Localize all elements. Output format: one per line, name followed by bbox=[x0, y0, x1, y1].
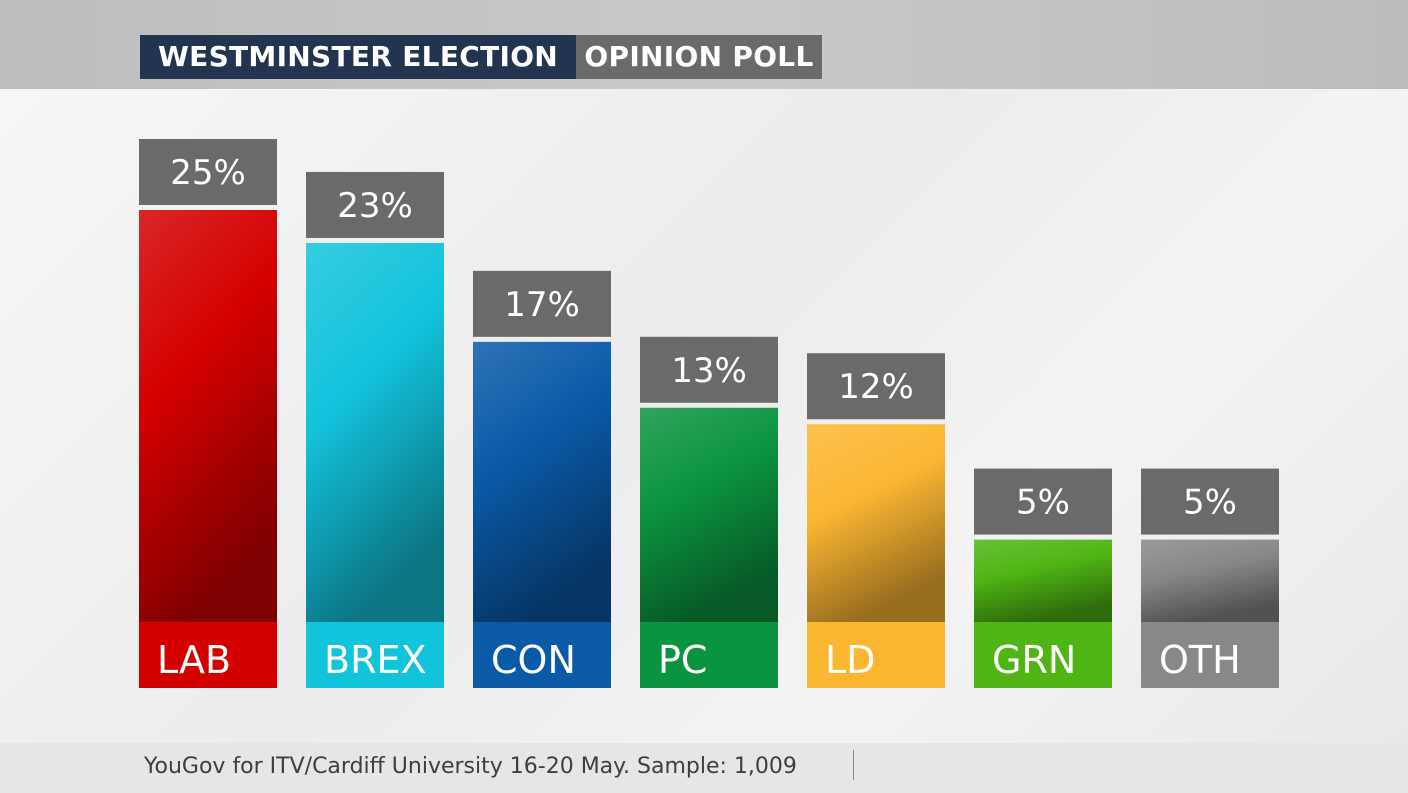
title-opinion-poll: OPINION POLL bbox=[576, 35, 822, 79]
bar-grn-label-block bbox=[974, 622, 1112, 688]
bar-grn bbox=[974, 539, 1112, 622]
value-box-con bbox=[473, 270, 611, 337]
value-box-lab bbox=[139, 139, 277, 205]
bar-pc bbox=[640, 407, 778, 622]
bar-oth-label-block bbox=[1141, 622, 1279, 688]
value-box-ld bbox=[807, 353, 945, 420]
bar-brex-label-block bbox=[306, 622, 444, 688]
bar-lab bbox=[139, 210, 277, 622]
value-box-pc bbox=[640, 336, 778, 403]
bar-ld-label-block bbox=[807, 622, 945, 688]
bar-ld bbox=[807, 424, 945, 622]
bar-con-label-block bbox=[473, 622, 611, 688]
value-box-grn bbox=[974, 468, 1112, 535]
value-label-oth: 5% bbox=[1183, 483, 1237, 523]
source-divider bbox=[853, 750, 854, 780]
category-label-grn: GRN bbox=[992, 638, 1076, 682]
category-label-con: CON bbox=[491, 638, 576, 682]
category-label-lab: LAB bbox=[157, 638, 231, 682]
bar-oth bbox=[1141, 539, 1279, 622]
value-label-grn: 5% bbox=[1016, 483, 1070, 523]
value-box-oth bbox=[1141, 468, 1279, 535]
value-label-pc: 13% bbox=[671, 351, 747, 391]
bar-brex bbox=[306, 242, 444, 622]
bar-pc-label-block bbox=[640, 622, 778, 688]
value-label-brex: 23% bbox=[337, 186, 413, 226]
value-box-brex bbox=[306, 171, 444, 238]
title-westminster-election: WESTMINSTER ELECTION bbox=[140, 35, 576, 79]
category-label-oth: OTH bbox=[1159, 638, 1241, 682]
category-label-pc: PC bbox=[658, 638, 707, 682]
bar-lab-label-block bbox=[139, 622, 277, 688]
value-label-ld: 12% bbox=[838, 367, 914, 407]
footer-strip bbox=[0, 743, 1408, 793]
value-label-lab: 25% bbox=[170, 153, 246, 193]
value-label-con: 17% bbox=[504, 285, 580, 325]
category-label-brex: BREX bbox=[324, 638, 427, 682]
source-caption: YouGov for ITV/Cardiff University 16-20 … bbox=[144, 754, 797, 779]
bar-con bbox=[473, 341, 611, 622]
category-label-ld: LD bbox=[825, 638, 875, 682]
